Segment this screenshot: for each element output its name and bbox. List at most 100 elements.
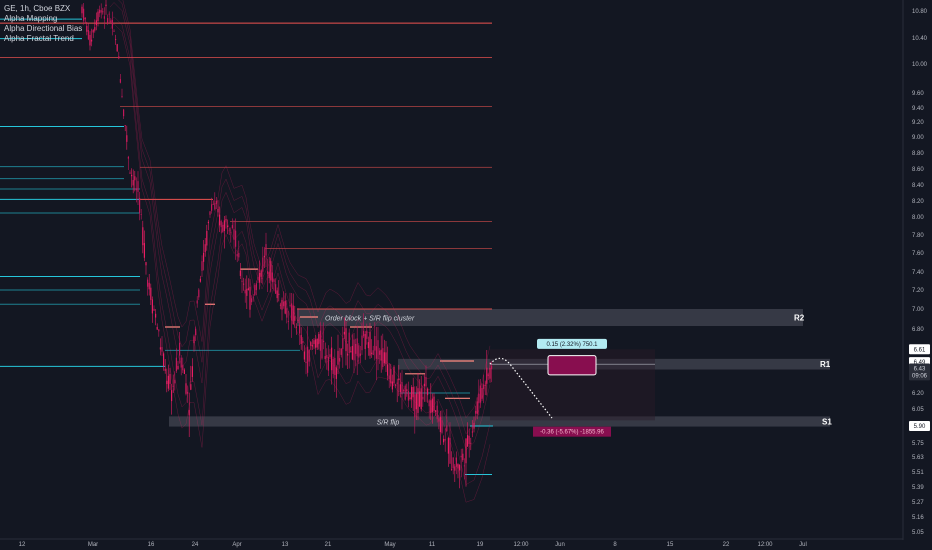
candle-body <box>118 56 120 59</box>
candle-body <box>227 225 229 228</box>
candle-body <box>257 276 259 280</box>
candle-body <box>348 332 350 353</box>
candle-body <box>281 299 283 310</box>
candle-body <box>479 385 481 403</box>
candle-body <box>294 316 296 321</box>
candle-body <box>407 391 409 401</box>
candle-body <box>471 431 473 433</box>
candle-body <box>129 172 131 174</box>
y-tick-label: 9.00 <box>912 135 924 141</box>
candle-body <box>399 384 401 393</box>
zone-name-r1: R1 <box>820 360 831 369</box>
candle-body <box>313 340 315 345</box>
y-tick-label: 7.20 <box>912 288 924 294</box>
candle-body <box>91 39 93 42</box>
symbol-label[interactable]: GE, 1h, Cboe BZX <box>4 4 71 13</box>
candle-body <box>187 391 189 394</box>
zone-name-s1: S1 <box>822 417 832 426</box>
target-down-box <box>533 426 611 437</box>
candle-body <box>97 11 99 22</box>
y-tick-label: 5.75 <box>912 441 924 447</box>
candle-body <box>289 304 291 306</box>
candle-body <box>214 203 216 210</box>
candle-body <box>447 438 449 454</box>
candle-body <box>431 398 433 413</box>
candle-body <box>139 197 141 213</box>
candle-body <box>119 79 121 83</box>
candle-body <box>102 11 104 13</box>
x-axis[interactable]: 12 Mar 16 24 Apr 13 21 May 11 19 12:00 Jun 8 15 22 12:0… <box>0 538 903 548</box>
zone-s1 <box>169 416 830 427</box>
y-tick-label: 5.63 <box>912 455 924 461</box>
candle-body <box>369 332 371 356</box>
y-tick-label: 6.05 <box>912 407 924 413</box>
candle-body <box>190 384 192 390</box>
candle-body <box>329 354 331 358</box>
candle-body <box>318 334 320 344</box>
candle-body <box>316 338 318 348</box>
candle-body <box>195 328 197 336</box>
candle-body <box>315 339 317 348</box>
candle-body <box>203 252 205 262</box>
candle-body <box>422 396 424 400</box>
candle-body <box>182 364 184 371</box>
candle-body <box>270 261 272 281</box>
indicator-alpha-directional-bias[interactable]: Alpha Directional Bias <box>4 24 83 33</box>
candle-body <box>140 214 142 215</box>
candle-body <box>459 464 461 471</box>
candle-body <box>254 285 256 296</box>
x-tick-label: 11 <box>429 542 436 548</box>
indicator-alpha-mapping[interactable]: Alpha Mapping <box>4 14 58 23</box>
candle-body <box>134 176 136 181</box>
candle-body <box>175 357 177 372</box>
candle-body <box>249 286 251 310</box>
candle-body <box>457 464 459 469</box>
candle-body <box>332 359 334 374</box>
y-tick-label: 10.80 <box>912 9 928 15</box>
candle-body <box>108 13 110 15</box>
candle-body <box>215 200 217 205</box>
price-tag <box>909 370 930 381</box>
candle-body <box>155 313 157 318</box>
candle-body <box>273 279 275 283</box>
y-tick-label: 9.60 <box>912 91 924 97</box>
x-tick-label: 22 <box>723 542 730 548</box>
candle-body <box>164 368 166 371</box>
candle-body <box>131 174 133 177</box>
indicator-alpha-fractal-trend[interactable]: Alpha Fractal Trend <box>4 34 74 43</box>
price-tag-label: 09:06 <box>912 373 928 379</box>
candle-body <box>462 453 464 461</box>
candle-body <box>391 381 393 390</box>
candle-body <box>103 16 105 19</box>
candle-body <box>105 4 107 7</box>
candle-body <box>100 10 102 13</box>
y-tick-label: 7.80 <box>912 233 924 239</box>
candle-body <box>217 208 219 213</box>
candle-body <box>201 261 203 271</box>
candle-body <box>95 20 97 26</box>
candle-body <box>169 374 171 384</box>
x-tick-label: 16 <box>148 542 155 548</box>
candle-body <box>467 435 469 447</box>
candle-body <box>351 345 353 360</box>
candle-body <box>379 350 381 355</box>
candle-body <box>382 348 384 367</box>
trend-band <box>122 0 491 419</box>
candle-body <box>92 30 94 33</box>
candle-body <box>219 214 221 226</box>
x-tick-label: Jul <box>799 542 807 548</box>
y-tick-label: 5.27 <box>912 500 924 506</box>
candle-body <box>371 352 373 354</box>
candle-body <box>380 349 382 361</box>
candle-body <box>342 338 344 349</box>
candle-body <box>300 334 302 344</box>
candle-body <box>204 244 206 253</box>
candle-body <box>303 351 305 360</box>
candle-body <box>99 9 101 14</box>
price-tag-label: 5.90 <box>914 424 926 430</box>
candle-body <box>107 18 109 23</box>
candle-body <box>438 418 440 422</box>
trend-band <box>109 2 491 451</box>
